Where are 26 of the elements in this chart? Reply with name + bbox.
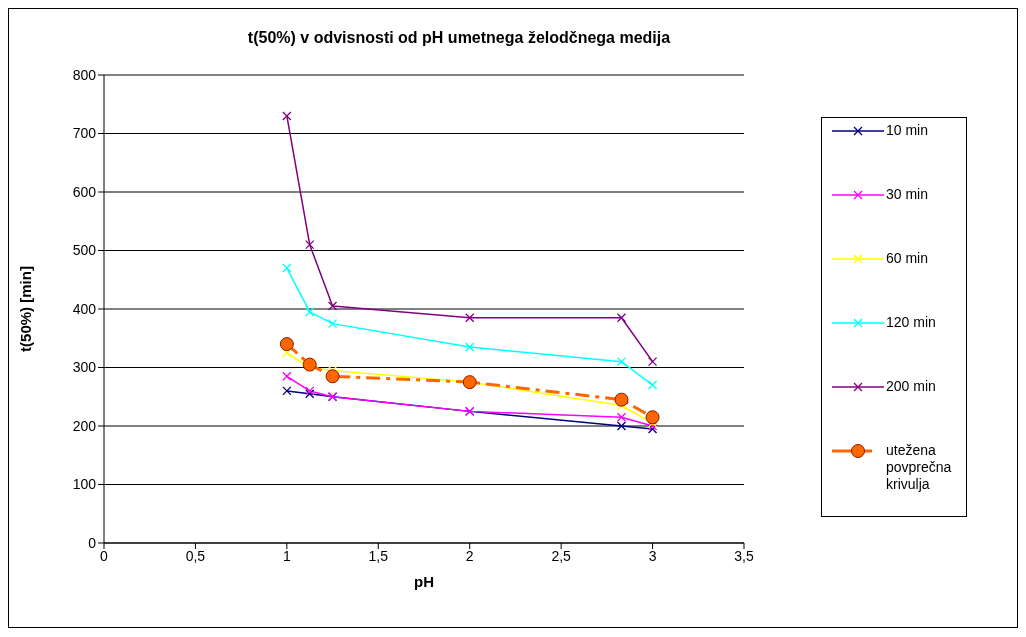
legend-label: 200 min bbox=[886, 378, 937, 395]
x-tick-label: 2 bbox=[465, 547, 474, 564]
y-tick-label: 700 bbox=[72, 125, 97, 142]
x-tick-label: 1 bbox=[282, 547, 291, 564]
x-tick-label: 1,5 bbox=[368, 547, 389, 564]
legend-label: 30 min bbox=[886, 186, 930, 203]
legend-label: 120 min bbox=[886, 314, 937, 331]
y-tick-label: 100 bbox=[72, 476, 97, 493]
y-tick-label: 800 bbox=[72, 66, 97, 83]
x-tick-label: 3,5 bbox=[734, 547, 754, 564]
legend-label: 10 min bbox=[886, 122, 930, 139]
legend-label: 60 min bbox=[886, 250, 930, 267]
y-tick-label: 300 bbox=[72, 359, 97, 376]
x-tick-label: 2,5 bbox=[551, 547, 572, 564]
legend-label: utežena povprečna krivulja bbox=[886, 442, 953, 493]
y-axis-title: t(50%) [min] bbox=[17, 266, 35, 352]
y-tick-label: 600 bbox=[72, 183, 97, 200]
y-tick-label: 400 bbox=[72, 300, 97, 317]
y-tick-label: 0 bbox=[88, 534, 97, 551]
x-tick-label: 0 bbox=[100, 547, 109, 564]
x-axis-title: pH bbox=[414, 573, 434, 590]
y-tick-label: 200 bbox=[72, 417, 97, 434]
y-tick-label: 500 bbox=[72, 242, 97, 259]
x-tick-label: 0,5 bbox=[185, 547, 206, 564]
x-tick-label: 3 bbox=[648, 547, 657, 564]
chart-title: t(50%) v odvisnosti od pH umetnega želodčnega medija bbox=[246, 29, 672, 47]
